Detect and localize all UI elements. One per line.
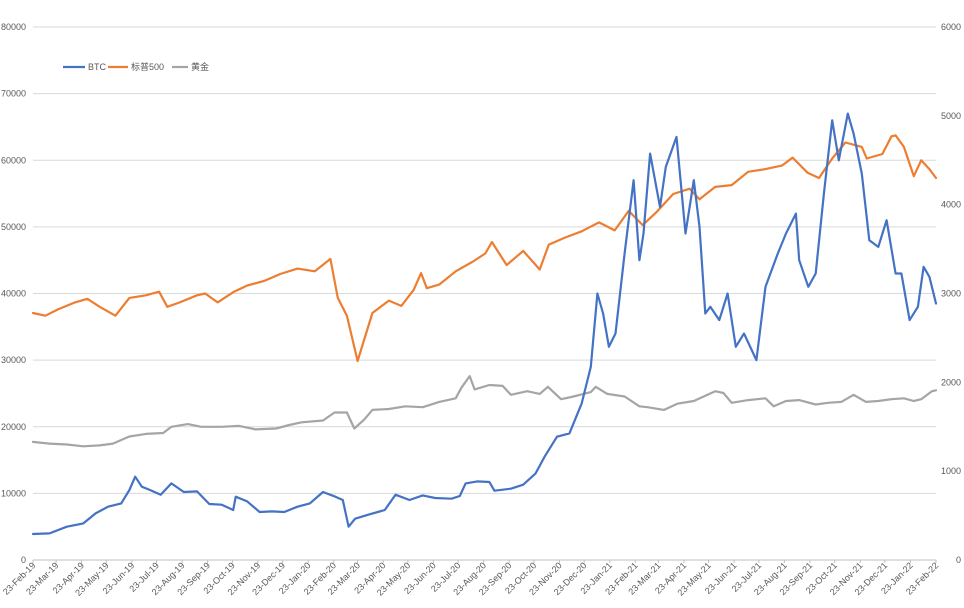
- y-left-tick-label: 50000: [1, 222, 26, 232]
- series-lines: [31, 112, 938, 536]
- gridlines: [33, 26, 936, 561]
- x-axis-ticks: 23-Feb-1923-Mar-1923-Apr-1923-May-1923-J…: [1, 560, 940, 598]
- y-left-tick-label: 0: [21, 555, 26, 565]
- y-left-tick-label: 40000: [1, 289, 26, 299]
- y-right-tick-label: 4000: [941, 200, 961, 210]
- y-left-tick-label: 10000: [1, 488, 26, 498]
- y-left-tick-label: 80000: [1, 22, 26, 32]
- y-right-tick-label: 3000: [941, 289, 961, 299]
- y-left-tick-label: 60000: [1, 155, 26, 165]
- y-right-tick-label: 5000: [941, 111, 961, 121]
- y-axis-left-ticks: 0 10000 20000 30000 40000 50000 60000 70000 8000…: [1, 22, 26, 565]
- y-right-tick-label: 1000: [941, 466, 961, 476]
- series-line-0: [31, 112, 938, 536]
- y-right-tick-label: 2000: [941, 377, 961, 387]
- y-left-tick-label: 20000: [1, 422, 26, 432]
- legend-label: 标普500: [131, 61, 164, 72]
- y-left-tick-label: 70000: [1, 89, 26, 99]
- legend-label: BTC: [88, 62, 107, 72]
- legend: BTC 标普500 黄金: [63, 61, 209, 72]
- y-axis-right-ticks: 0 1000 2000 3000 4000 5000 6000: [941, 22, 961, 565]
- y-right-tick-label: 6000: [941, 22, 961, 32]
- series-line-1: [31, 134, 938, 363]
- y-right-tick-label: 0: [956, 555, 961, 565]
- y-left-tick-label: 30000: [1, 355, 26, 365]
- legend-label: 黄金: [191, 61, 209, 72]
- series-line-2: [31, 375, 938, 448]
